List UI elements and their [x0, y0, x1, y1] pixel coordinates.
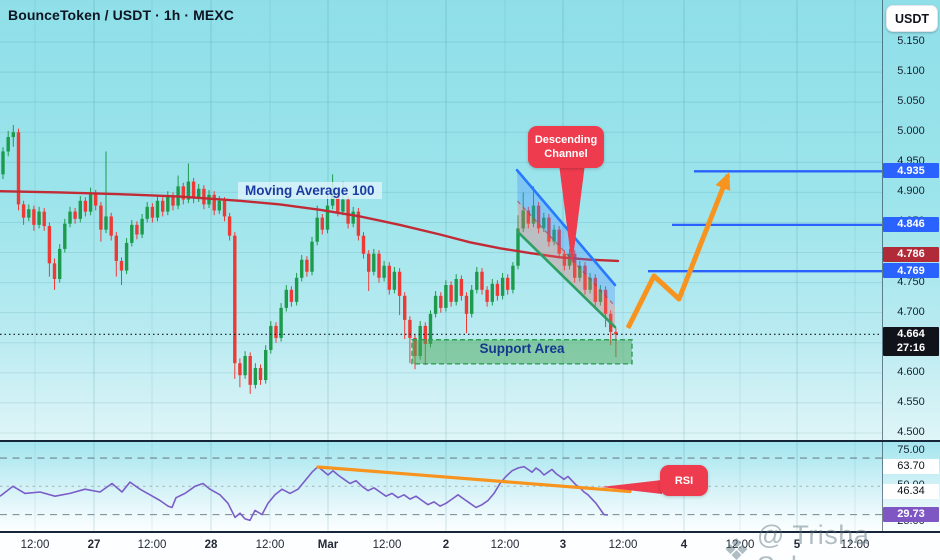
price-tick: 4.600: [897, 365, 925, 378]
price-tick: 4.550: [897, 395, 925, 408]
price-tick: 5.150: [897, 35, 925, 47]
rsi-line[interactable]: [0, 465, 609, 522]
price-tick: 4.900: [897, 185, 925, 198]
time-tick: 28: [204, 539, 218, 551]
time-tick: 12:00: [725, 539, 755, 551]
support-area-label[interactable]: Support Area: [479, 341, 565, 356]
rsi-current-tag: 29.73: [883, 506, 939, 522]
target-price-lines[interactable]: [648, 170, 882, 273]
time-tick: 27: [87, 539, 101, 551]
ma100-line[interactable]: [0, 190, 620, 263]
grid-lines: [0, 0, 882, 532]
price-alert-tag: 4.769: [883, 263, 939, 279]
price-tick: 5.000: [897, 125, 925, 138]
support-area-box[interactable]: [411, 339, 633, 365]
time-tick: 12:00: [840, 539, 870, 551]
price-alert-tag: 4.846: [883, 216, 939, 232]
descending-channel-callout-tail: [559, 164, 585, 266]
price-tick: 4.750: [897, 275, 925, 288]
price-tick: 4.500: [897, 425, 925, 438]
rsi-callout-tail: [601, 480, 662, 494]
chart-canvas[interactable]: [0, 0, 882, 532]
rsi-value-chip: 63.70: [883, 458, 939, 474]
price-axis-separator: [882, 0, 883, 532]
time-tick: 12:00: [255, 539, 285, 551]
symbol-title: BounceToken / USDT · 1h · MEXC: [8, 7, 234, 23]
price-tick: 5.050: [897, 95, 925, 108]
currency-button[interactable]: USDT: [886, 5, 938, 32]
time-axis-separator: [0, 531, 940, 533]
rsi-value-chip: 46.34: [883, 483, 939, 499]
price-tick: 4.700: [897, 305, 925, 318]
time-axis[interactable]: 12:00 27 12:00 28 12:00 Mar 12:00 2 12:00 3 12:00 4…: [0, 532, 882, 560]
ma-label[interactable]: Moving Average 100: [238, 182, 382, 199]
descending-channel-callout[interactable]: Descending Channel: [528, 126, 604, 168]
time-tick: 12:00: [372, 539, 402, 551]
price-alert-tag: 4.786: [883, 246, 939, 262]
time-tick: 3: [559, 539, 567, 551]
rsi-trendline[interactable]: [316, 465, 632, 494]
panel-separator[interactable]: [0, 440, 940, 442]
rsi-callout[interactable]: RSI: [660, 465, 708, 496]
time-tick: 12:00: [20, 539, 50, 551]
time-tick: 12:00: [490, 539, 520, 551]
time-tick: Mar: [317, 539, 339, 551]
time-tick: 12:00: [137, 539, 167, 551]
time-axis-background: [0, 532, 940, 560]
last-price-countdown-tag: 4.664 27:16: [883, 327, 939, 357]
price-tick: 5.100: [897, 65, 925, 78]
time-tick: 4: [680, 539, 688, 551]
time-tick: 2: [442, 539, 450, 551]
projection-arrow[interactable]: [625, 172, 731, 330]
rsi-panel: [0, 457, 882, 522]
time-tick: 5: [793, 539, 801, 551]
rsi-tick: 75.00: [897, 444, 925, 456]
price-axis[interactable]: 5.1505.1005.0505.0004.9504.9004.8504.800…: [882, 0, 940, 532]
time-tick: 12:00: [608, 539, 638, 551]
price-alert-tag: 4.935: [883, 163, 939, 179]
